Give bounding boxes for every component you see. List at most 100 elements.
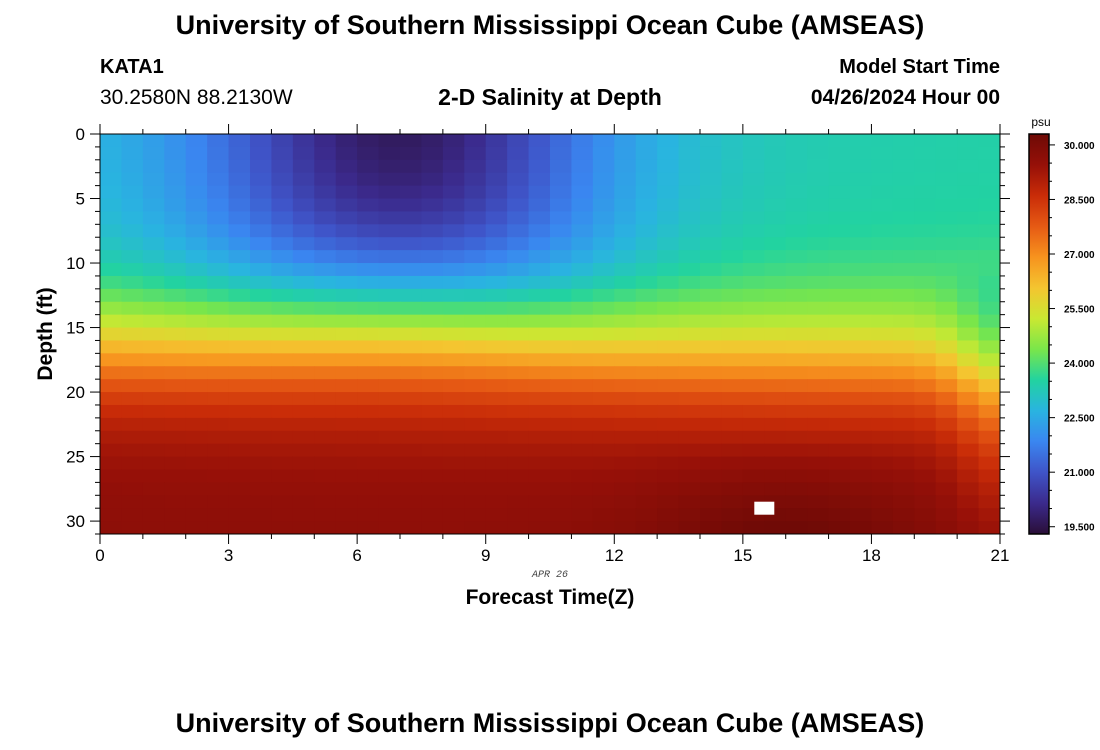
heatmap-cell bbox=[592, 134, 615, 148]
heatmap-cell bbox=[571, 185, 594, 200]
heatmap-cell bbox=[721, 198, 744, 213]
heatmap-cell bbox=[850, 198, 873, 213]
heatmap-cell bbox=[121, 275, 144, 290]
heatmap-cell bbox=[442, 134, 465, 148]
colorbar-unit: psu bbox=[1031, 115, 1050, 129]
heatmap-cell bbox=[550, 404, 573, 419]
heatmap-cell bbox=[764, 185, 787, 200]
heatmap-cell bbox=[828, 417, 851, 432]
heatmap-cell bbox=[785, 353, 808, 367]
heatmap-cell bbox=[742, 417, 765, 432]
heatmap-cell bbox=[935, 482, 958, 496]
heatmap-cell bbox=[614, 288, 637, 303]
heatmap-cell bbox=[100, 508, 123, 522]
heatmap-cell bbox=[442, 366, 465, 380]
heatmap-cell bbox=[357, 392, 380, 406]
heatmap-cell bbox=[421, 146, 444, 161]
heatmap-cell bbox=[828, 198, 851, 213]
x-tick-label: 9 bbox=[481, 546, 490, 565]
heatmap-cell bbox=[228, 198, 251, 213]
heatmap-cell bbox=[400, 404, 423, 419]
heatmap-cell bbox=[742, 237, 765, 251]
heatmap-cell bbox=[592, 417, 615, 432]
heatmap-cell bbox=[957, 237, 980, 251]
heatmap-cell bbox=[292, 301, 315, 316]
heatmap-cell bbox=[507, 159, 530, 174]
heatmap-cell bbox=[378, 353, 401, 367]
heatmap-cell bbox=[571, 379, 594, 393]
heatmap-cell bbox=[357, 443, 380, 458]
heatmap-cell bbox=[250, 314, 273, 329]
heatmap-cell bbox=[592, 430, 615, 445]
heatmap-cell bbox=[935, 314, 958, 329]
heatmap-cell bbox=[507, 211, 530, 225]
heatmap-cell bbox=[250, 379, 273, 393]
heatmap-cell bbox=[807, 443, 830, 458]
heatmap-cell bbox=[314, 508, 337, 522]
heatmap-cell bbox=[592, 314, 615, 329]
heatmap-cell bbox=[207, 314, 230, 329]
heatmap-cell bbox=[185, 172, 208, 187]
heatmap-cell bbox=[271, 392, 294, 406]
heatmap-cell bbox=[335, 185, 358, 200]
heatmap-cell bbox=[142, 198, 165, 213]
heatmap-cell bbox=[528, 134, 551, 148]
heatmap-cell bbox=[892, 263, 915, 277]
heatmap-cell bbox=[507, 185, 530, 200]
heatmap-cell bbox=[507, 443, 530, 458]
heatmap-cell bbox=[978, 275, 1000, 290]
heatmap-cell bbox=[142, 508, 165, 522]
heatmap-cell bbox=[421, 392, 444, 406]
heatmap-cell bbox=[592, 404, 615, 419]
heatmap-cell bbox=[764, 275, 787, 290]
heatmap-cell bbox=[142, 379, 165, 393]
colorbar-tick-label: 25.500 bbox=[1064, 305, 1095, 316]
y-tick-label: 10 bbox=[66, 254, 85, 273]
heatmap-cell bbox=[550, 495, 573, 509]
heatmap-cell bbox=[400, 430, 423, 445]
heatmap-cell bbox=[828, 392, 851, 406]
heatmap-cell bbox=[164, 353, 187, 367]
heatmap-cell bbox=[271, 469, 294, 483]
heatmap-cell bbox=[121, 456, 144, 471]
heatmap-cell bbox=[978, 159, 1000, 174]
heatmap-cell bbox=[142, 288, 165, 303]
heatmap-cell bbox=[871, 146, 894, 161]
heatmap-cell bbox=[378, 250, 401, 264]
heatmap-cell bbox=[657, 301, 680, 316]
heatmap-cell bbox=[807, 237, 830, 251]
heatmap-cell bbox=[657, 482, 680, 496]
heatmap-cell bbox=[164, 469, 187, 483]
heatmap-cell bbox=[207, 237, 230, 251]
heatmap-cell bbox=[528, 443, 551, 458]
heatmap-cell bbox=[957, 146, 980, 161]
heatmap-cell bbox=[678, 224, 701, 238]
heatmap-cell bbox=[357, 430, 380, 445]
heatmap-cell bbox=[228, 456, 251, 471]
heatmap-cell bbox=[657, 340, 680, 354]
heatmap-cell bbox=[700, 211, 723, 225]
heatmap-cell bbox=[614, 366, 637, 380]
heatmap-cell bbox=[978, 495, 1000, 509]
heatmap-cell bbox=[442, 379, 465, 393]
heatmap-cell bbox=[850, 456, 873, 471]
heatmap-cell bbox=[700, 185, 723, 200]
heatmap-cell bbox=[507, 392, 530, 406]
heatmap-cell bbox=[528, 417, 551, 432]
model-start-value: 04/26/2024 Hour 00 bbox=[810, 86, 1000, 109]
heatmap-cell bbox=[871, 288, 894, 303]
heatmap-cell bbox=[550, 288, 573, 303]
heatmap-cell bbox=[635, 134, 658, 148]
heatmap-cell bbox=[185, 198, 208, 213]
heatmap-cell bbox=[957, 185, 980, 200]
heatmap-cell bbox=[935, 288, 958, 303]
heatmap-cell bbox=[357, 159, 380, 174]
heatmap-cell bbox=[421, 327, 444, 342]
heatmap-cell bbox=[100, 146, 123, 161]
heatmap-cell bbox=[100, 417, 123, 432]
heatmap-cell bbox=[250, 224, 273, 238]
heatmap-cell bbox=[807, 198, 830, 213]
heatmap-cell bbox=[892, 366, 915, 380]
heatmap-cell bbox=[678, 146, 701, 161]
heatmap-cell bbox=[378, 482, 401, 496]
